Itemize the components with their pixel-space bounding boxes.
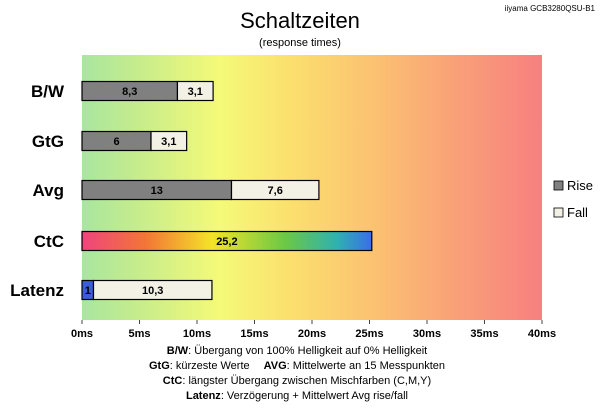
footnote-bw: B/W: Übergang von 100% Helligkeit auf 0%…	[167, 345, 427, 357]
x-tick-label: 30ms	[413, 328, 441, 340]
legend-rise-swatch	[553, 180, 564, 191]
legend-fall-swatch	[553, 207, 564, 218]
legend-rise-label: Rise	[567, 178, 593, 193]
footnote-avg-label: AVG	[264, 360, 287, 372]
footnote-ctc-text: : längster Übergang zwischen Mischfarben…	[182, 375, 431, 387]
category-labels: B/W GtG Avg CtC Latenz	[10, 82, 65, 300]
bar-fall-value: 7,6	[268, 185, 283, 197]
x-tick-label: 5ms	[128, 328, 150, 340]
footnote-gtg-text: : kürzeste Werte	[170, 360, 250, 372]
bar-rise-value: 13	[151, 185, 163, 197]
bar-fall	[92, 279, 213, 301]
footnote-latenz: Latenz: Verzögerung + Mittelwert Avg ris…	[186, 390, 408, 402]
category-label: CtC	[34, 232, 64, 251]
footnote-latenz-label: Latenz	[186, 390, 221, 402]
x-tick-label: 20ms	[298, 328, 326, 340]
footnote-gtg-label: GtG	[149, 360, 170, 372]
bar-rise-value: 25,2	[216, 236, 237, 248]
monitor-model: iiyama GCB3280QSU-B1	[505, 4, 596, 13]
bar-fall	[176, 80, 214, 102]
footnote-latenz-text: : Verzögerung + Mittelwert Avg rise/fall	[221, 390, 408, 402]
bar-rise-value: 8,3	[122, 86, 137, 98]
bar-rise-value: 6	[113, 136, 119, 148]
footnote-bw-label: B/W	[167, 345, 189, 357]
x-tick-label: 10ms	[183, 328, 211, 340]
category-label: GtG	[32, 132, 64, 151]
bar-fall-value: 3,1	[161, 136, 176, 148]
footnote-gtg-avg: GtG: kürzeste Werte AVG: Mittelwerte an 1…	[149, 360, 445, 372]
footnote-bw-text: : Übergang von 100% Helligkeit auf 0% He…	[188, 345, 427, 357]
bar-fall-value: 10,3	[142, 285, 163, 297]
bar-fall-value: 3,1	[188, 86, 203, 98]
category-label: Avg	[33, 181, 65, 200]
bars: 8,3 3,1 6 3,1 13 7,6 25,2 1 10,3	[81, 80, 373, 301]
x-tick-label: 0ms	[71, 328, 93, 340]
legend-fall-label: Fall	[567, 205, 588, 220]
footnote-ctc: CtC: längster Übergang zwischen Mischfar…	[163, 375, 431, 387]
footnote-avg-text: : Mittelwerte an 15 Messpunkten	[287, 360, 445, 372]
category-label: B/W	[31, 82, 65, 101]
category-label: Latenz	[10, 281, 64, 300]
chart-subtitle: (response times)	[259, 37, 341, 49]
footnotes: B/W: Übergang von 100% Helligkeit auf 0%…	[149, 345, 445, 402]
chart-title: Schaltzeiten	[240, 8, 360, 33]
footnote-ctc-label: CtC	[163, 375, 183, 387]
bar-rise-value: 1	[85, 285, 91, 297]
x-tick-label: 40ms	[528, 328, 556, 340]
bar-fall	[230, 179, 320, 201]
bar-rise	[81, 230, 373, 252]
x-tick-label: 15ms	[240, 328, 268, 340]
legend: Rise Fall	[553, 178, 593, 220]
bar-fall	[150, 130, 188, 152]
x-axis: 0ms 5ms 10ms 15ms 20ms 25ms 30ms 35ms 40ms	[71, 320, 556, 340]
x-tick-label: 35ms	[470, 328, 498, 340]
x-tick-label: 25ms	[355, 328, 383, 340]
